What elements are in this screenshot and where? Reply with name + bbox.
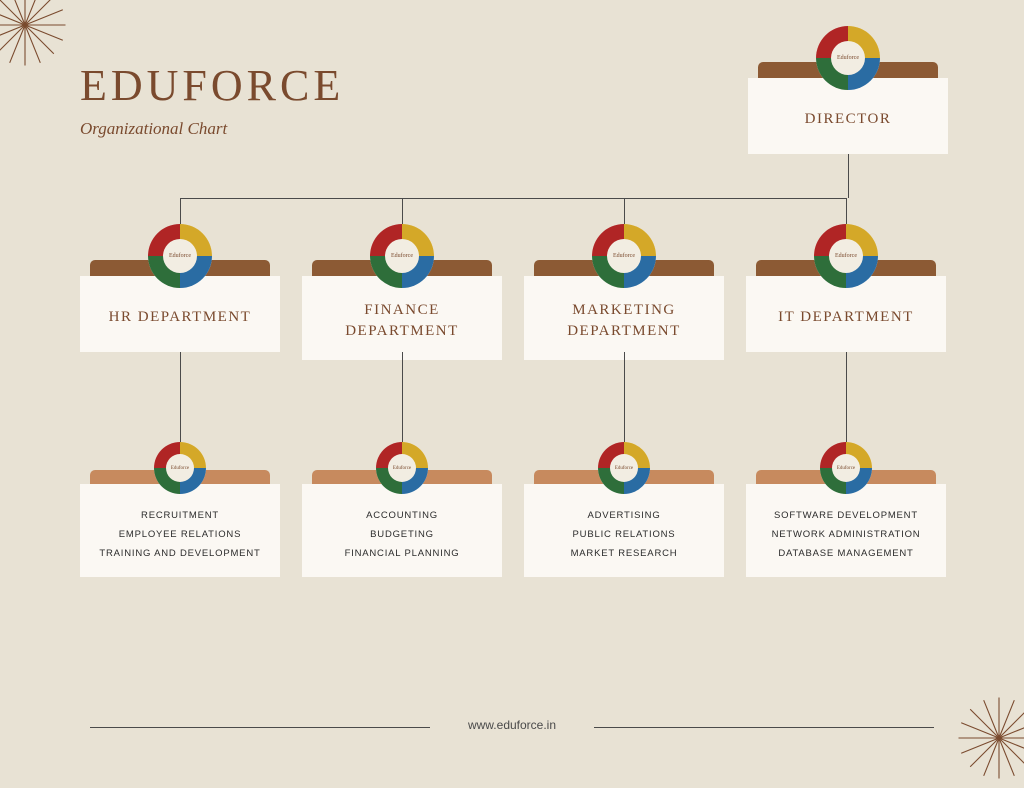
- subdepartment-logo-icon: Eduforce: [820, 442, 872, 494]
- subdepartment-item: NETWORK ADMINISTRATION: [754, 525, 938, 544]
- director-title: DIRECTOR: [805, 109, 892, 130]
- subdepartment-item: PUBLIC RELATIONS: [532, 525, 716, 544]
- page-header: EDUFORCE Organizational Chart: [80, 60, 344, 139]
- department-logo-icon: Eduforce: [148, 224, 212, 288]
- subdepartment-item: DATABASE MANAGEMENT: [754, 544, 938, 563]
- card-body: ADVERTISINGPUBLIC RELATIONSMARKET RESEAR…: [524, 484, 724, 577]
- subdepartment-item: TRAINING AND DEVELOPMENT: [88, 544, 272, 563]
- card-body: MARKETING DEPARTMENT: [524, 276, 724, 360]
- department-card: EduforceFINANCE DEPARTMENT: [302, 260, 502, 360]
- subdepartment-item: EMPLOYEE RELATIONS: [88, 525, 272, 544]
- department-card: EduforceMARKETING DEPARTMENT: [524, 260, 724, 360]
- card-body: ACCOUNTINGBUDGETINGFINANCIAL PLANNING: [302, 484, 502, 577]
- department-name: HR DEPARTMENT: [109, 307, 252, 328]
- subdepartment-item: ACCOUNTING: [310, 506, 494, 525]
- director-card: EduforceDIRECTOR: [748, 62, 948, 154]
- department-logo-icon: Eduforce: [370, 224, 434, 288]
- subdepartment-item: MARKET RESEARCH: [532, 544, 716, 563]
- subdepartment-item: FINANCIAL PLANNING: [310, 544, 494, 563]
- card-body: RECRUITMENTEMPLOYEE RELATIONSTRAINING AN…: [80, 484, 280, 577]
- subdepartment-card: EduforceADVERTISINGPUBLIC RELATIONSMARKE…: [524, 470, 724, 577]
- subdepartment-item: SOFTWARE DEVELOPMENT: [754, 506, 938, 525]
- department-card: EduforceHR DEPARTMENT: [80, 260, 280, 352]
- subdepartment-logo-icon: Eduforce: [154, 442, 206, 494]
- department-name: FINANCE DEPARTMENT: [310, 300, 494, 342]
- page-subtitle: Organizational Chart: [80, 119, 344, 139]
- decorative-starburst-bottom-right: [954, 693, 1024, 788]
- card-body: SOFTWARE DEVELOPMENTNETWORK ADMINISTRATI…: [746, 484, 946, 577]
- footer-website: www.eduforce.in: [0, 718, 1024, 732]
- decorative-starburst-top-left: [0, 0, 70, 75]
- subdepartment-card: EduforceACCOUNTINGBUDGETINGFINANCIAL PLA…: [302, 470, 502, 577]
- department-card: EduforceIT DEPARTMENT: [746, 260, 946, 352]
- card-body: FINANCE DEPARTMENT: [302, 276, 502, 360]
- director-logo-icon: Eduforce: [816, 26, 880, 90]
- department-name: MARKETING DEPARTMENT: [532, 300, 716, 342]
- department-name: IT DEPARTMENT: [778, 307, 914, 328]
- subdepartment-item: BUDGETING: [310, 525, 494, 544]
- department-logo-icon: Eduforce: [814, 224, 878, 288]
- subdepartment-logo-icon: Eduforce: [376, 442, 428, 494]
- department-logo-icon: Eduforce: [592, 224, 656, 288]
- page-title: EDUFORCE: [80, 60, 344, 111]
- subdepartment-card: EduforceSOFTWARE DEVELOPMENTNETWORK ADMI…: [746, 470, 946, 577]
- subdepartment-item: RECRUITMENT: [88, 506, 272, 525]
- subdepartment-card: EduforceRECRUITMENTEMPLOYEE RELATIONSTRA…: [80, 470, 280, 577]
- subdepartment-logo-icon: Eduforce: [598, 442, 650, 494]
- subdepartment-item: ADVERTISING: [532, 506, 716, 525]
